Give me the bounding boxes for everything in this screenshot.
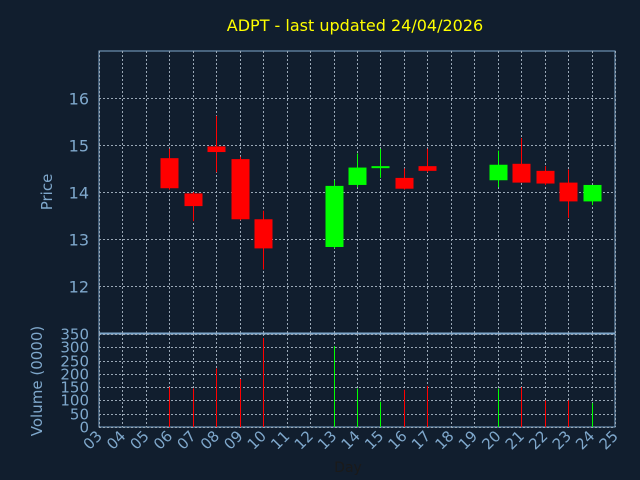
candle-body: [371, 166, 390, 169]
volume-tick-label: 150: [60, 379, 89, 397]
candle-body: [254, 219, 273, 249]
day-axis-label: Day: [334, 460, 362, 476]
candle-body: [207, 146, 226, 153]
chart-title: ADPT - last updated 24/04/2026: [227, 16, 483, 35]
volume-tick-label: 50: [70, 406, 89, 424]
price-axis-ticks: 12 13 14 15 16: [69, 90, 89, 297]
candle-body: [231, 159, 250, 220]
volume-tick-label: 300: [60, 339, 89, 357]
candle-body: [559, 182, 578, 202]
volume-tick-label: 200: [60, 366, 89, 384]
price-tick-label: 16: [69, 90, 89, 109]
price-tick-label: 12: [69, 278, 89, 297]
price-tick-label: 15: [69, 137, 89, 156]
candle-body: [512, 163, 531, 183]
candle-body: [489, 164, 508, 181]
candle-body: [348, 167, 367, 185]
candle-body: [325, 185, 344, 247]
volume-tick-label: 0: [79, 419, 89, 437]
candle-body: [418, 166, 437, 171]
candlestick-series: [160, 115, 602, 270]
candle-body: [536, 170, 555, 184]
day-axis-ticks: 0304050607080910111213141516171819202122…: [80, 427, 622, 453]
volume-series: [169, 337, 593, 427]
candle-body: [395, 177, 414, 189]
candle-body: [160, 158, 179, 189]
volume-tick-label: 100: [60, 392, 89, 410]
candle-body: [583, 184, 602, 202]
candle-body: [184, 193, 203, 207]
volume-axis-label: Volume (0000): [28, 326, 46, 436]
volume-tick-label: 250: [60, 353, 89, 371]
volume-tick-label: 350: [60, 326, 89, 344]
price-axis-label: Price: [38, 174, 56, 211]
price-tick-label: 13: [69, 231, 89, 250]
price-tick-label: 14: [69, 184, 89, 203]
